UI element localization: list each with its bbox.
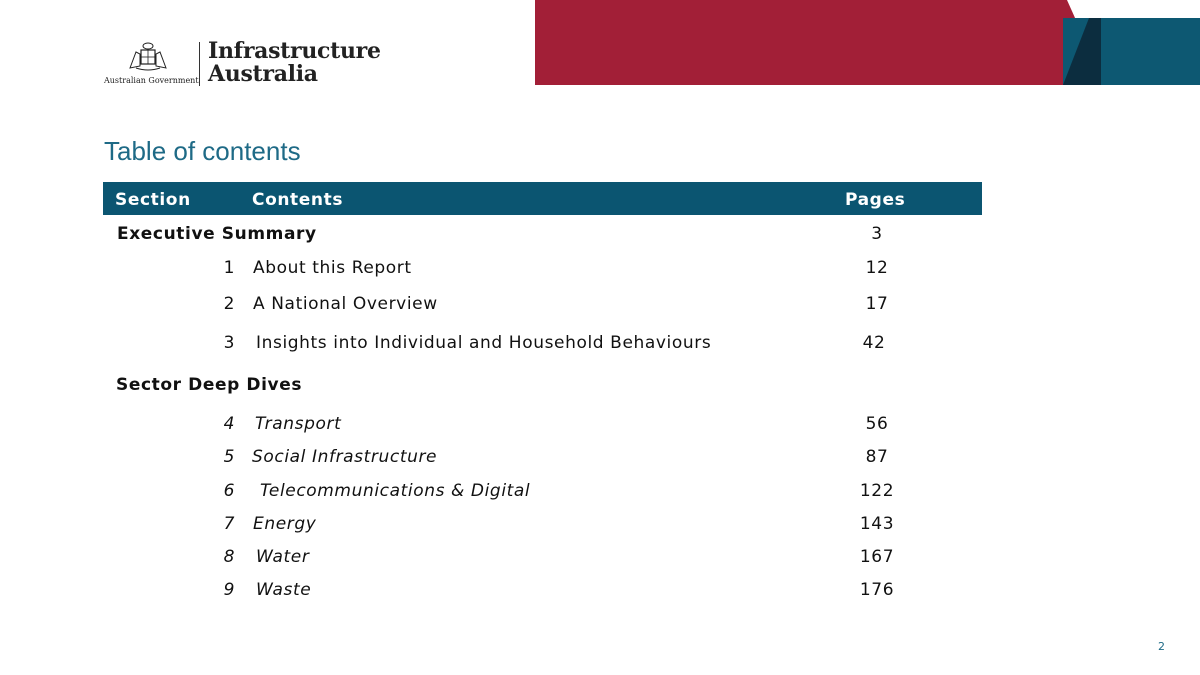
deep-dive-number: 6 <box>223 481 235 501</box>
chapter-page: 17 <box>865 294 889 314</box>
table-row-deep-dives: Sector Deep Dives <box>0 375 1200 399</box>
chapter-number: 2 <box>223 294 235 314</box>
chapter-number: 1 <box>223 258 235 278</box>
table-header: Section Contents Pages <box>103 182 982 215</box>
table-row: 2 A National Overview 17 <box>0 294 1200 318</box>
table-row: 6 Telecommunications & Digital 122 <box>0 481 1200 505</box>
deep-dive-page: 87 <box>865 447 889 467</box>
deep-dive-page: 176 <box>859 580 895 600</box>
executive-summary-label: Executive Summary <box>117 224 317 244</box>
deep-dive-page: 143 <box>859 514 895 534</box>
deep-dive-number: 5 <box>223 447 235 467</box>
column-header-contents: Contents <box>252 190 344 210</box>
logo-divider <box>199 42 200 86</box>
table-row: 5 Social Infrastructure 87 <box>0 447 1200 471</box>
deep-dive-page: 167 <box>859 547 895 567</box>
org-name-line2: Australia <box>208 61 318 87</box>
table-row: 4 Transport 56 <box>0 414 1200 438</box>
chapter-number: 3 <box>223 333 235 353</box>
table-row: 8 Water 167 <box>0 547 1200 571</box>
org-name-line1: Infrastructure <box>208 38 381 64</box>
page-title: Table of contents <box>104 136 301 166</box>
deep-dive-title: Water <box>256 547 310 567</box>
government-label: Australian Government <box>104 76 199 85</box>
table-row: 9 Waste 176 <box>0 580 1200 604</box>
chapter-page: 42 <box>862 333 886 353</box>
table-row: 7 Energy 143 <box>0 514 1200 538</box>
deep-dive-page: 56 <box>865 414 889 434</box>
deep-dive-page: 122 <box>859 481 895 501</box>
table-row: 1 About this Report 12 <box>0 258 1200 282</box>
header-banner-red <box>535 0 1105 85</box>
deep-dive-title: Social Infrastructure <box>252 447 438 467</box>
deep-dive-number: 4 <box>223 414 235 434</box>
deep-dive-title: Transport <box>255 414 342 434</box>
page-number: 2 <box>1158 640 1165 653</box>
executive-summary-page: 3 <box>871 224 883 244</box>
deep-dive-title: Telecommunications & Digital <box>260 481 531 501</box>
deep-dive-number: 8 <box>223 547 235 567</box>
chapter-title: Insights into Individual and Household B… <box>256 333 712 353</box>
table-row-executive-summary: Executive Summary 3 <box>0 224 1200 248</box>
deep-dive-number: 9 <box>223 580 235 600</box>
chapter-page: 12 <box>865 258 889 278</box>
deep-dive-title: Energy <box>253 514 317 534</box>
deep-dive-title: Waste <box>256 580 312 600</box>
deep-dive-number: 7 <box>223 514 235 534</box>
column-header-section: Section <box>115 190 191 210</box>
chapter-title: A National Overview <box>253 294 438 314</box>
deep-dives-label: Sector Deep Dives <box>116 375 303 395</box>
org-name: Infrastructure Australia <box>208 40 381 86</box>
table-row: 3 Insights into Individual and Household… <box>0 333 1200 357</box>
coat-of-arms-icon: Australian Government <box>104 40 199 86</box>
column-header-pages: Pages <box>845 190 906 210</box>
chapter-title: About this Report <box>253 258 412 278</box>
